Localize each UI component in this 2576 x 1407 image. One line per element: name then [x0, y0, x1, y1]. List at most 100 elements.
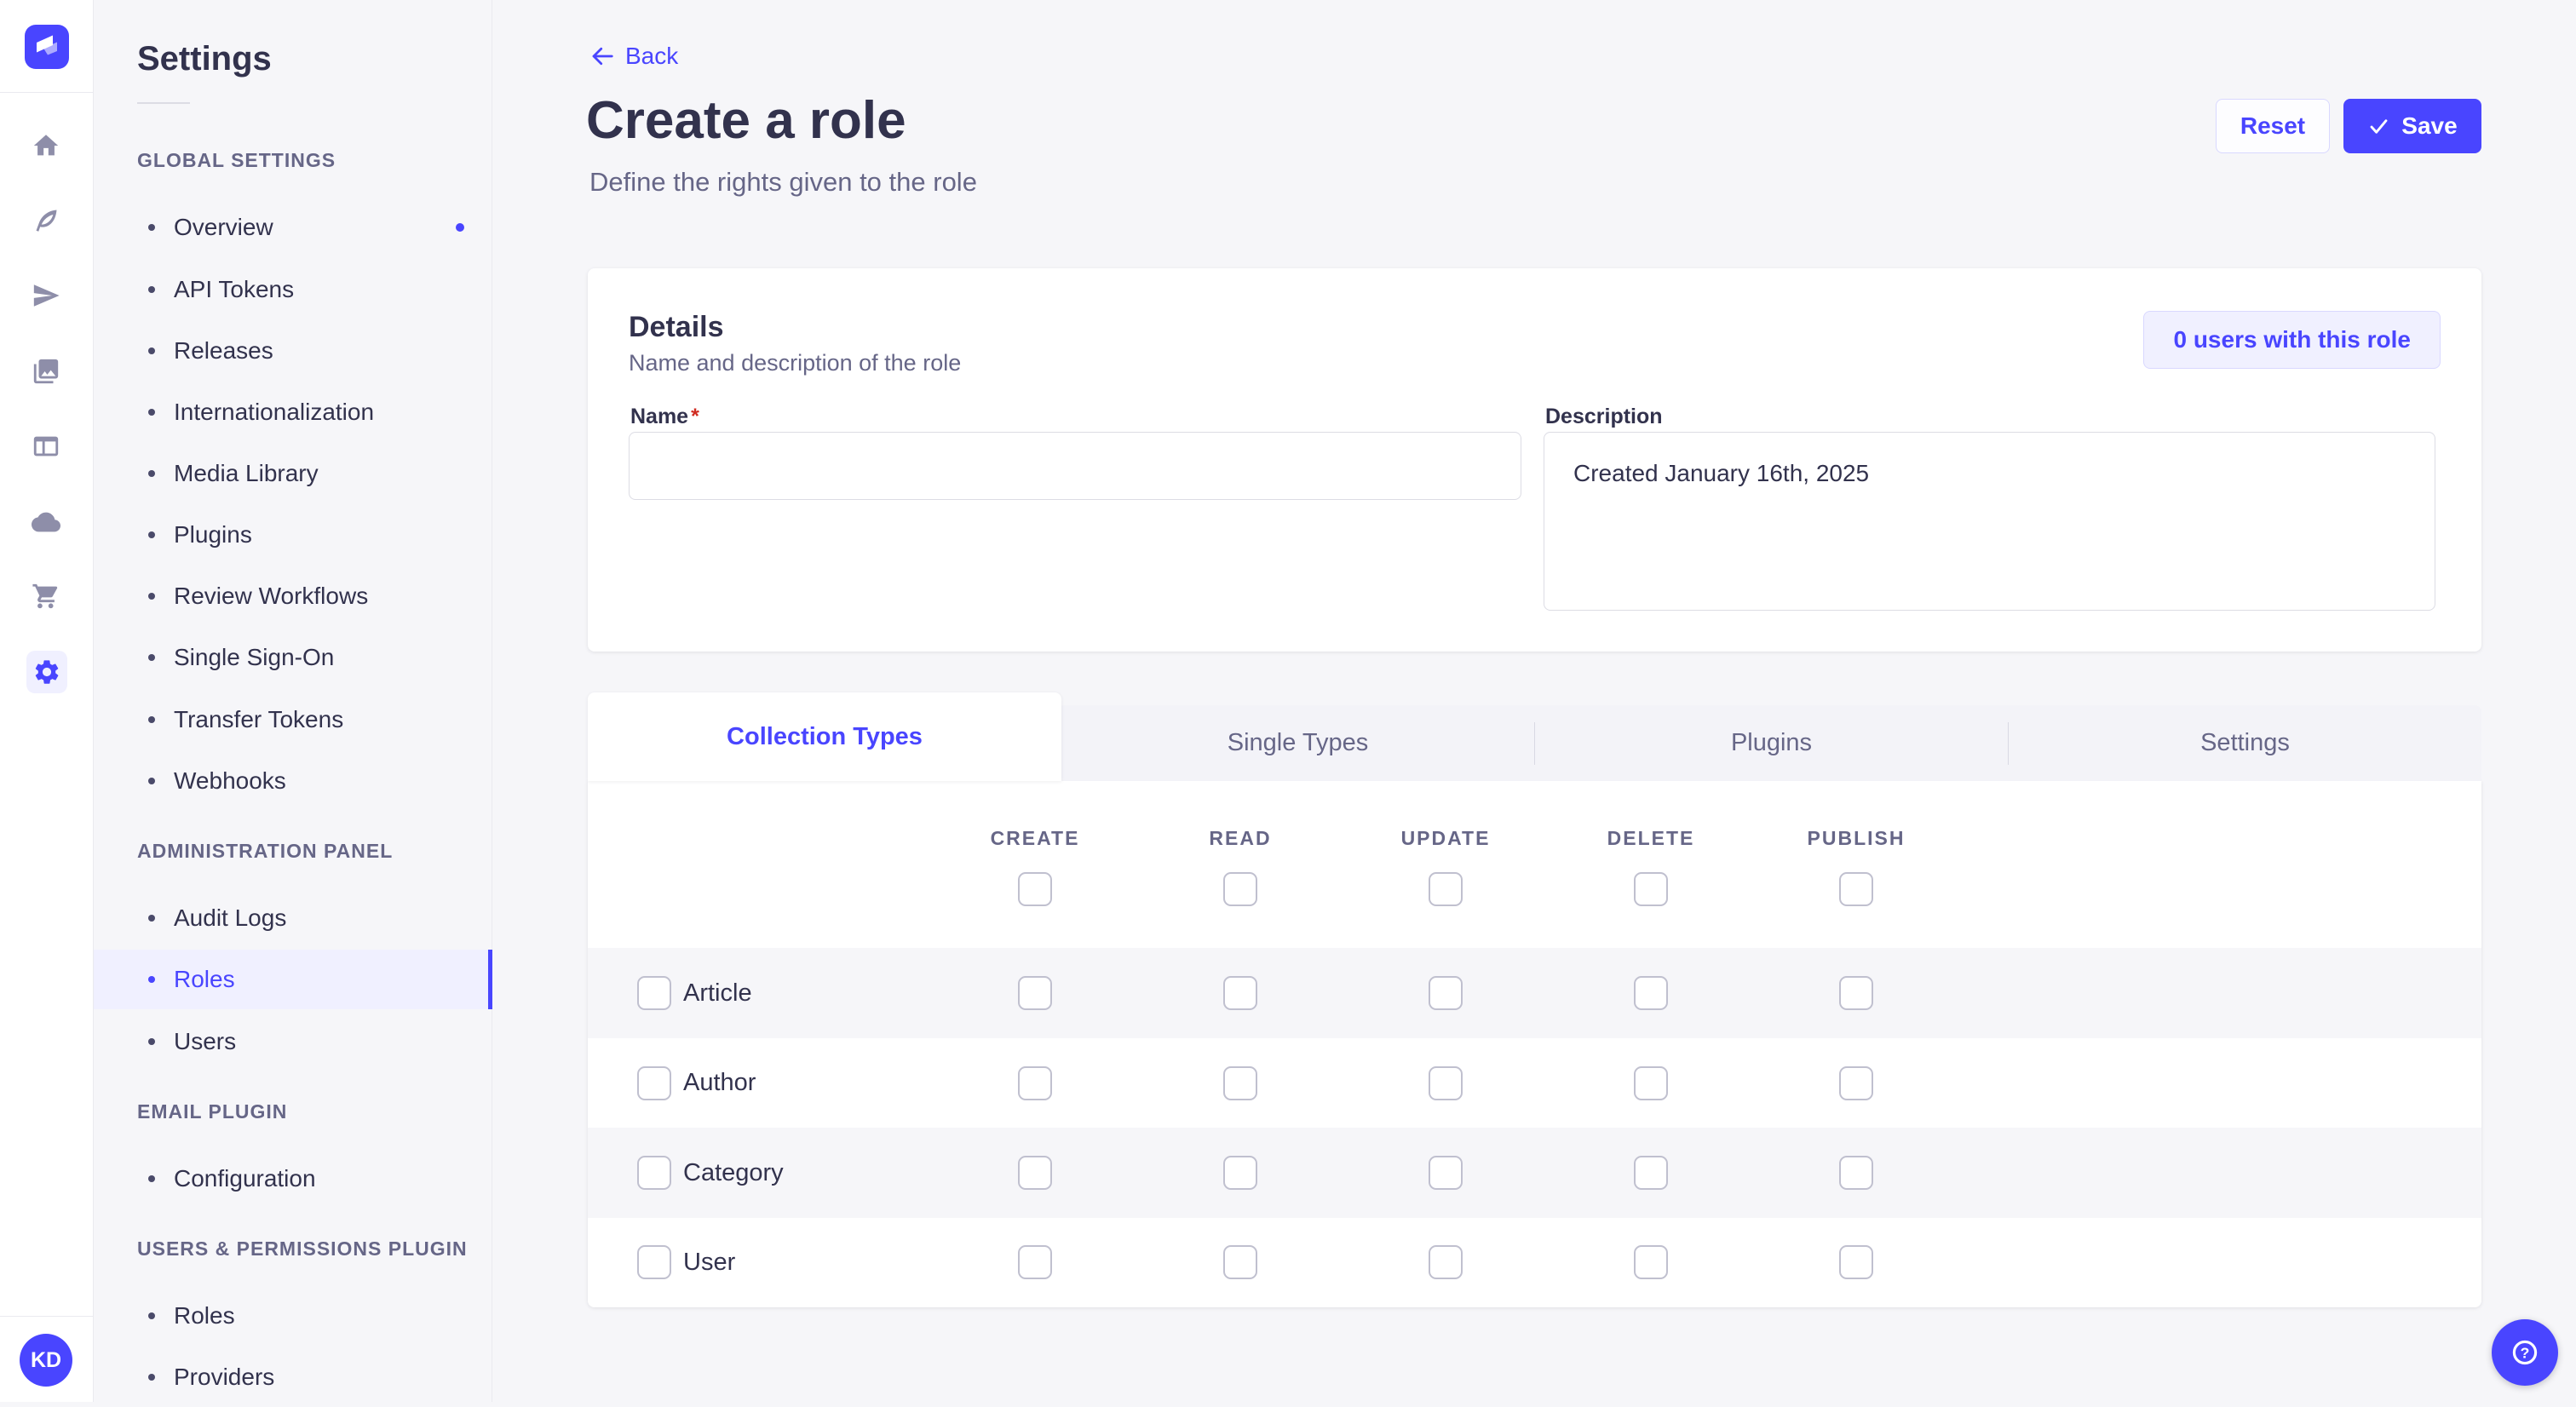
tab-plugins[interactable]: Plugins — [1730, 729, 1813, 756]
bullet — [148, 1038, 155, 1045]
back-label: Back — [625, 43, 679, 69]
strapi-logo[interactable] — [25, 25, 69, 69]
sidebar-item-plugins[interactable]: Plugins — [94, 505, 492, 565]
sidebar-item-providers[interactable]: Providers — [94, 1347, 492, 1407]
sidebar-item-users[interactable]: Users — [94, 1012, 492, 1071]
row-label: User — [683, 1249, 736, 1276]
user-create-checkbox[interactable] — [1018, 1245, 1052, 1279]
bullet — [148, 1175, 155, 1182]
releases-send-icon[interactable] — [32, 281, 60, 310]
select-all-read-checkbox[interactable] — [1223, 872, 1257, 906]
user-row-checkbox[interactable] — [637, 1245, 671, 1279]
category-update-checkbox[interactable] — [1429, 1156, 1463, 1190]
bullet — [148, 976, 155, 983]
article-create-checkbox[interactable] — [1018, 976, 1052, 1010]
section-users-permissions-plugin: USERS & PERMISSIONS PLUGIN — [137, 1238, 468, 1260]
details-subtitle: Name and description of the role — [629, 350, 962, 376]
sidebar-item-media-library[interactable]: Media Library — [94, 444, 492, 503]
name-label: Name * — [630, 405, 699, 428]
sidebar-item-review-workflows[interactable]: Review Workflows — [94, 566, 492, 626]
permission-row-author: Author — [588, 1038, 2481, 1128]
content-manager-layout-icon[interactable] — [32, 432, 60, 461]
permissions-panel: Create Read Update Delete Publish Articl… — [588, 781, 2481, 1307]
select-all-publish-checkbox[interactable] — [1839, 872, 1873, 906]
user-avatar[interactable]: KD — [20, 1334, 72, 1387]
user-delete-checkbox[interactable] — [1634, 1245, 1668, 1279]
sidebar-item-webhooks[interactable]: Webhooks — [94, 751, 492, 811]
category-delete-checkbox[interactable] — [1634, 1156, 1668, 1190]
article-delete-checkbox[interactable] — [1634, 976, 1668, 1010]
name-input[interactable] — [629, 432, 1521, 500]
section-administration-panel: ADMINISTRATION PANEL — [137, 840, 394, 862]
article-publish-checkbox[interactable] — [1839, 976, 1873, 1010]
author-delete-checkbox[interactable] — [1634, 1066, 1668, 1100]
article-read-checkbox[interactable] — [1223, 976, 1257, 1010]
select-all-create-checkbox[interactable] — [1018, 872, 1052, 906]
cloud-icon[interactable] — [32, 508, 60, 537]
column-header-delete: Delete — [1607, 827, 1695, 849]
page-title: Create a role — [586, 91, 906, 150]
category-row-checkbox[interactable] — [637, 1156, 671, 1190]
page-subtitle: Define the rights given to the role — [589, 167, 977, 197]
article-update-checkbox[interactable] — [1429, 976, 1463, 1010]
content-type-builder-feather-icon[interactable] — [32, 206, 60, 235]
home-icon[interactable] — [32, 131, 60, 160]
sidebar-item-roles-admin[interactable]: Roles — [94, 950, 492, 1009]
user-update-checkbox[interactable] — [1429, 1245, 1463, 1279]
save-button[interactable]: Save — [2343, 99, 2481, 153]
tab-collection-types[interactable]: Collection Types — [588, 692, 1061, 781]
user-read-checkbox[interactable] — [1223, 1245, 1257, 1279]
tab-divider — [1534, 722, 1535, 765]
column-header-publish: Publish — [1807, 827, 1906, 849]
description-label: Description — [1545, 405, 1663, 428]
reset-button[interactable]: Reset — [2216, 99, 2330, 153]
bullet — [148, 531, 155, 538]
column-header-update: Update — [1400, 827, 1491, 849]
user-publish-checkbox[interactable] — [1839, 1245, 1873, 1279]
select-all-delete-checkbox[interactable] — [1634, 872, 1668, 906]
back-link[interactable]: Back — [589, 43, 678, 70]
row-label: Category — [683, 1158, 784, 1186]
bullet — [148, 286, 155, 293]
media-library-images-icon[interactable] — [32, 357, 60, 386]
tab-single-types[interactable]: Single Types — [1227, 729, 1369, 756]
check-icon — [2370, 118, 2388, 134]
sidebar-item-configuration[interactable]: Configuration — [94, 1149, 492, 1209]
row-label: Author — [683, 1069, 756, 1096]
author-read-checkbox[interactable] — [1223, 1066, 1257, 1100]
bullet — [148, 470, 155, 477]
author-row-checkbox[interactable] — [637, 1066, 671, 1100]
sidebar-item-api-tokens[interactable]: API Tokens — [94, 260, 492, 319]
bullet — [148, 778, 155, 784]
bullet — [148, 915, 155, 922]
category-create-checkbox[interactable] — [1018, 1156, 1052, 1190]
sidebar-item-roles-up[interactable]: Roles — [94, 1286, 492, 1346]
settings-gear-icon[interactable] — [26, 651, 67, 693]
marketplace-cart-icon[interactable] — [32, 582, 60, 611]
author-create-checkbox[interactable] — [1018, 1066, 1052, 1100]
sidebar-item-internationalization[interactable]: Internationalization — [94, 382, 492, 442]
users-with-role-badge[interactable]: 0 users with this role — [2143, 311, 2441, 369]
permission-row-category: Category — [588, 1128, 2481, 1218]
bullet — [148, 593, 155, 600]
category-read-checkbox[interactable] — [1223, 1156, 1257, 1190]
author-update-checkbox[interactable] — [1429, 1066, 1463, 1100]
tab-settings[interactable]: Settings — [2200, 729, 2290, 756]
bullet — [148, 716, 155, 723]
tab-strip: Single Types Plugins Settings — [1061, 705, 2481, 781]
bullet — [148, 1312, 155, 1319]
author-publish-checkbox[interactable] — [1839, 1066, 1873, 1100]
help-button[interactable]: ? — [2492, 1319, 2558, 1386]
bullet — [148, 1374, 155, 1381]
description-textarea[interactable]: Created January 16th, 2025 — [1544, 432, 2435, 611]
select-all-update-checkbox[interactable] — [1429, 872, 1463, 906]
sidebar-item-releases[interactable]: Releases — [94, 321, 492, 381]
sidebar-item-overview[interactable]: Overview — [94, 198, 492, 257]
sidebar-item-single-sign-on[interactable]: Single Sign-On — [94, 628, 492, 687]
back-arrow-icon — [592, 47, 613, 66]
sidebar-item-audit-logs[interactable]: Audit Logs — [94, 888, 492, 948]
section-global-settings: GLOBAL SETTINGS — [137, 149, 336, 171]
category-publish-checkbox[interactable] — [1839, 1156, 1873, 1190]
sidebar-item-transfer-tokens[interactable]: Transfer Tokens — [94, 690, 492, 749]
article-row-checkbox[interactable] — [637, 976, 671, 1010]
